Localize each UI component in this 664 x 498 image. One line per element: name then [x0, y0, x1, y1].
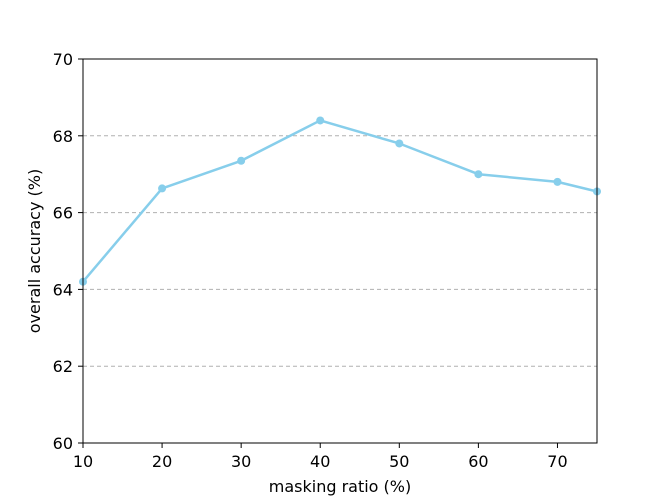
x-tick-label-40: 40: [310, 452, 330, 471]
x-tick-label-70: 70: [547, 452, 567, 471]
data-point-20: [158, 184, 167, 193]
x-tick-label-10: 10: [73, 452, 93, 471]
data-point-70: [553, 177, 562, 186]
y-tick-label-66: 66: [53, 204, 73, 223]
x-tick-label-50: 50: [389, 452, 409, 471]
x-axis-ticks: 10 20 30 40 50 60 70: [73, 443, 568, 471]
x-axis-label: masking ratio (%): [269, 477, 411, 496]
grid-lines: [83, 135, 597, 367]
x-tick-label-60: 60: [468, 452, 488, 471]
y-tick-label-60: 60: [53, 434, 73, 453]
plot-frame: [82, 58, 598, 444]
y-tick-label-62: 62: [53, 357, 73, 376]
data-point-30: [237, 156, 246, 165]
x-tick-label-20: 20: [152, 452, 172, 471]
series-group: [79, 116, 601, 286]
y-axis-ticks: 60 62 64 66 68 70: [53, 50, 83, 453]
data-point-40: [316, 116, 325, 125]
y-tick-label-70: 70: [53, 50, 73, 69]
data-point-60: [474, 170, 483, 179]
data-point-50: [395, 139, 404, 148]
series-line-0: [82, 119, 598, 283]
y-tick-label-64: 64: [53, 280, 73, 299]
y-tick-label-68: 68: [53, 127, 73, 146]
y-axis-label: overall accuracy (%): [25, 169, 44, 333]
x-tick-label-30: 30: [231, 452, 251, 471]
